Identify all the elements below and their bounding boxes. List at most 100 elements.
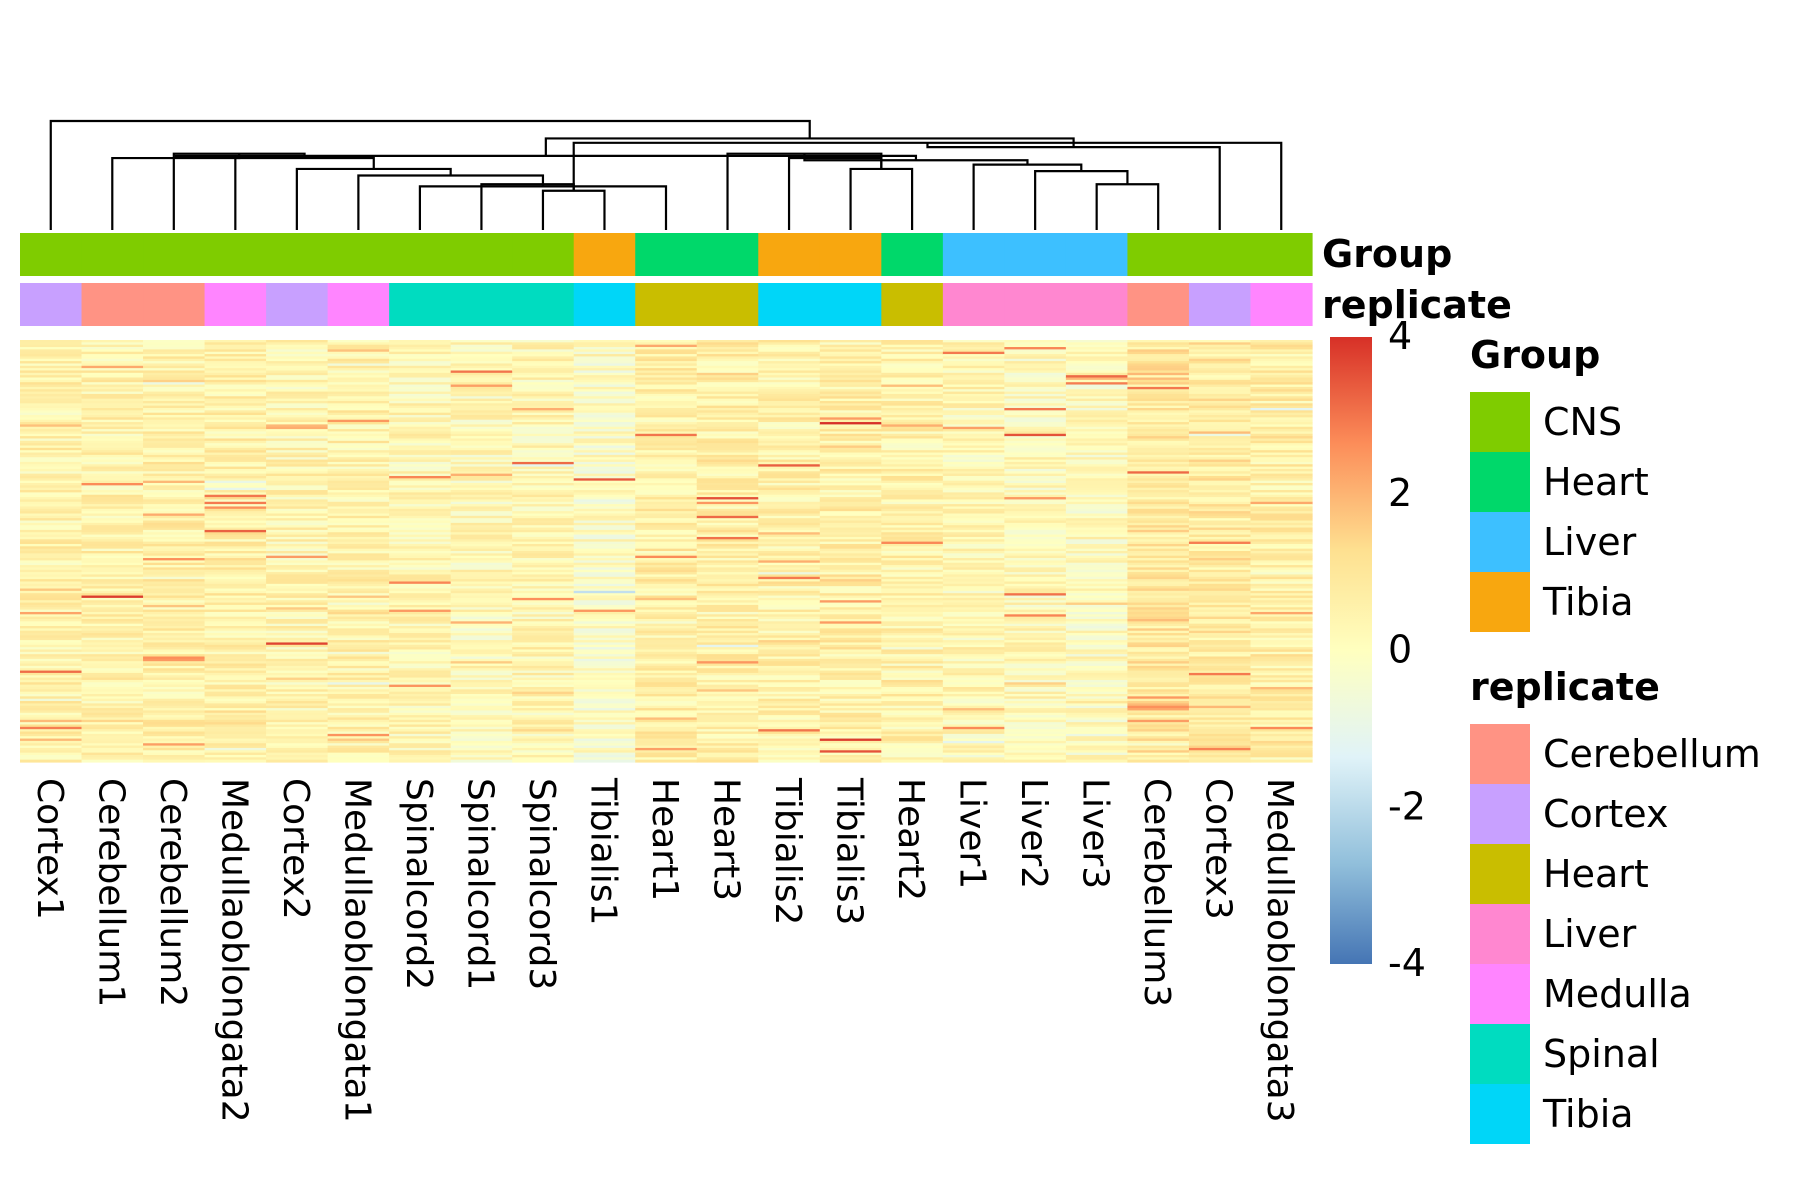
heatmap-cell xyxy=(696,419,759,423)
heatmap-cell xyxy=(450,626,513,629)
heatmap-cell xyxy=(819,583,882,587)
heatmap-cell xyxy=(266,386,329,390)
heatmap-cell xyxy=(1250,616,1313,620)
heatmap-cell xyxy=(20,754,83,758)
heatmap-cell xyxy=(819,553,882,557)
heatmap-cell xyxy=(1004,426,1067,430)
heatmap-cell xyxy=(389,588,452,592)
heatmap-cell xyxy=(512,623,575,627)
group-annotation-cell xyxy=(696,233,759,276)
heatmap-cell xyxy=(20,422,83,425)
heatmap-cell xyxy=(696,717,759,721)
heatmap-cell xyxy=(204,708,267,712)
heatmap-cell xyxy=(143,694,206,697)
heatmap-cell xyxy=(1004,663,1067,667)
heatmap-cell xyxy=(819,370,882,374)
heatmap-cell xyxy=(450,450,513,454)
heatmap-cell xyxy=(327,492,390,496)
heatmap-cell xyxy=(1250,494,1313,498)
heatmap-cell xyxy=(635,443,698,447)
heatmap-cell xyxy=(450,485,513,489)
heatmap-cell xyxy=(573,635,636,639)
heatmap-cell xyxy=(450,565,513,569)
heatmap-cell xyxy=(389,567,452,571)
dendrogram-link xyxy=(541,189,606,230)
heatmap-cell xyxy=(450,745,513,749)
heatmap-cell xyxy=(204,417,267,421)
heatmap-cell xyxy=(819,511,882,515)
heatmap-cell xyxy=(1004,466,1067,470)
dendrogram-link xyxy=(787,156,883,230)
heatmap-cell xyxy=(389,475,452,479)
heatmap-cell xyxy=(573,349,636,353)
heatmap-cell xyxy=(1127,464,1190,468)
heatmap-cell xyxy=(942,576,1005,580)
heatmap-cell xyxy=(1250,602,1313,606)
heatmap-cell xyxy=(1188,506,1252,510)
heatmap-cell xyxy=(20,415,83,418)
heatmap-cell xyxy=(20,703,83,707)
heatmap-cell xyxy=(573,370,636,374)
heatmap-cell xyxy=(204,541,267,545)
heatmap-cell xyxy=(573,609,636,613)
heatmap-cell xyxy=(1188,637,1252,641)
heatmap-cell xyxy=(450,361,513,365)
heatmap-cell xyxy=(266,543,329,547)
heatmap-cell xyxy=(1250,740,1313,744)
heatmap-cell xyxy=(1127,386,1190,390)
heatmap-cell xyxy=(20,551,83,554)
heatmap-cell xyxy=(573,494,636,498)
heatmap-cell xyxy=(1065,454,1129,458)
heatmap-cell xyxy=(204,431,267,435)
heatmap-cell xyxy=(450,363,513,367)
heatmap-cell xyxy=(1065,513,1129,517)
heatmap-cell xyxy=(1127,630,1190,634)
heatmap-cell xyxy=(696,485,759,489)
heatmap-cell xyxy=(1188,623,1252,627)
heatmap-cell xyxy=(758,668,821,672)
heatmap-cell xyxy=(635,740,698,744)
heatmap-cell xyxy=(1127,696,1190,700)
heatmap-cell xyxy=(1188,375,1252,379)
heatmap-cell xyxy=(204,579,267,583)
heatmap-cell xyxy=(696,527,759,531)
heatmap-cell xyxy=(266,459,329,463)
heatmap-cell xyxy=(1065,640,1129,644)
heatmap-cell xyxy=(20,450,83,454)
heatmap-cell xyxy=(20,386,83,390)
heatmap-cell xyxy=(1188,595,1252,599)
heatmap-cell xyxy=(204,712,267,716)
heatmap-cell xyxy=(266,534,329,538)
heatmap-cell xyxy=(327,410,390,414)
heatmap-cell xyxy=(1065,752,1129,756)
heatmap-cell xyxy=(512,736,575,740)
heatmap-cell xyxy=(143,679,206,683)
heatmap-cell xyxy=(1188,384,1252,388)
heatmap-cell xyxy=(819,738,882,742)
heatmap-cell xyxy=(1188,581,1252,585)
heatmap-cell xyxy=(1250,361,1313,365)
heatmap-cell xyxy=(20,454,83,458)
heatmap-cell xyxy=(819,574,882,578)
heatmap-cell xyxy=(143,579,206,583)
heatmap-cell xyxy=(1004,555,1067,559)
heatmap-cell xyxy=(1004,567,1067,571)
heatmap-cell xyxy=(758,475,821,479)
heatmap-cell xyxy=(635,701,698,704)
heatmap-cell xyxy=(1065,347,1129,350)
heatmap-cell xyxy=(1004,447,1067,451)
heatmap-cell xyxy=(1250,464,1313,468)
heatmap-cell xyxy=(204,668,267,672)
heatmap-cell xyxy=(266,689,329,693)
heatmap-cell xyxy=(1127,487,1190,491)
heatmap-cell xyxy=(266,473,329,477)
heatmap-cell xyxy=(1065,618,1129,622)
heatmap-cell xyxy=(1250,672,1313,676)
heatmap-cell xyxy=(204,759,267,763)
color-scale-tick-label: 0 xyxy=(1388,628,1412,672)
heatmap-cell xyxy=(573,555,636,559)
heatmap-cell xyxy=(266,607,329,611)
heatmap-cell xyxy=(1188,569,1252,573)
heatmap-cell xyxy=(758,389,821,393)
heatmap-cell xyxy=(758,654,821,658)
